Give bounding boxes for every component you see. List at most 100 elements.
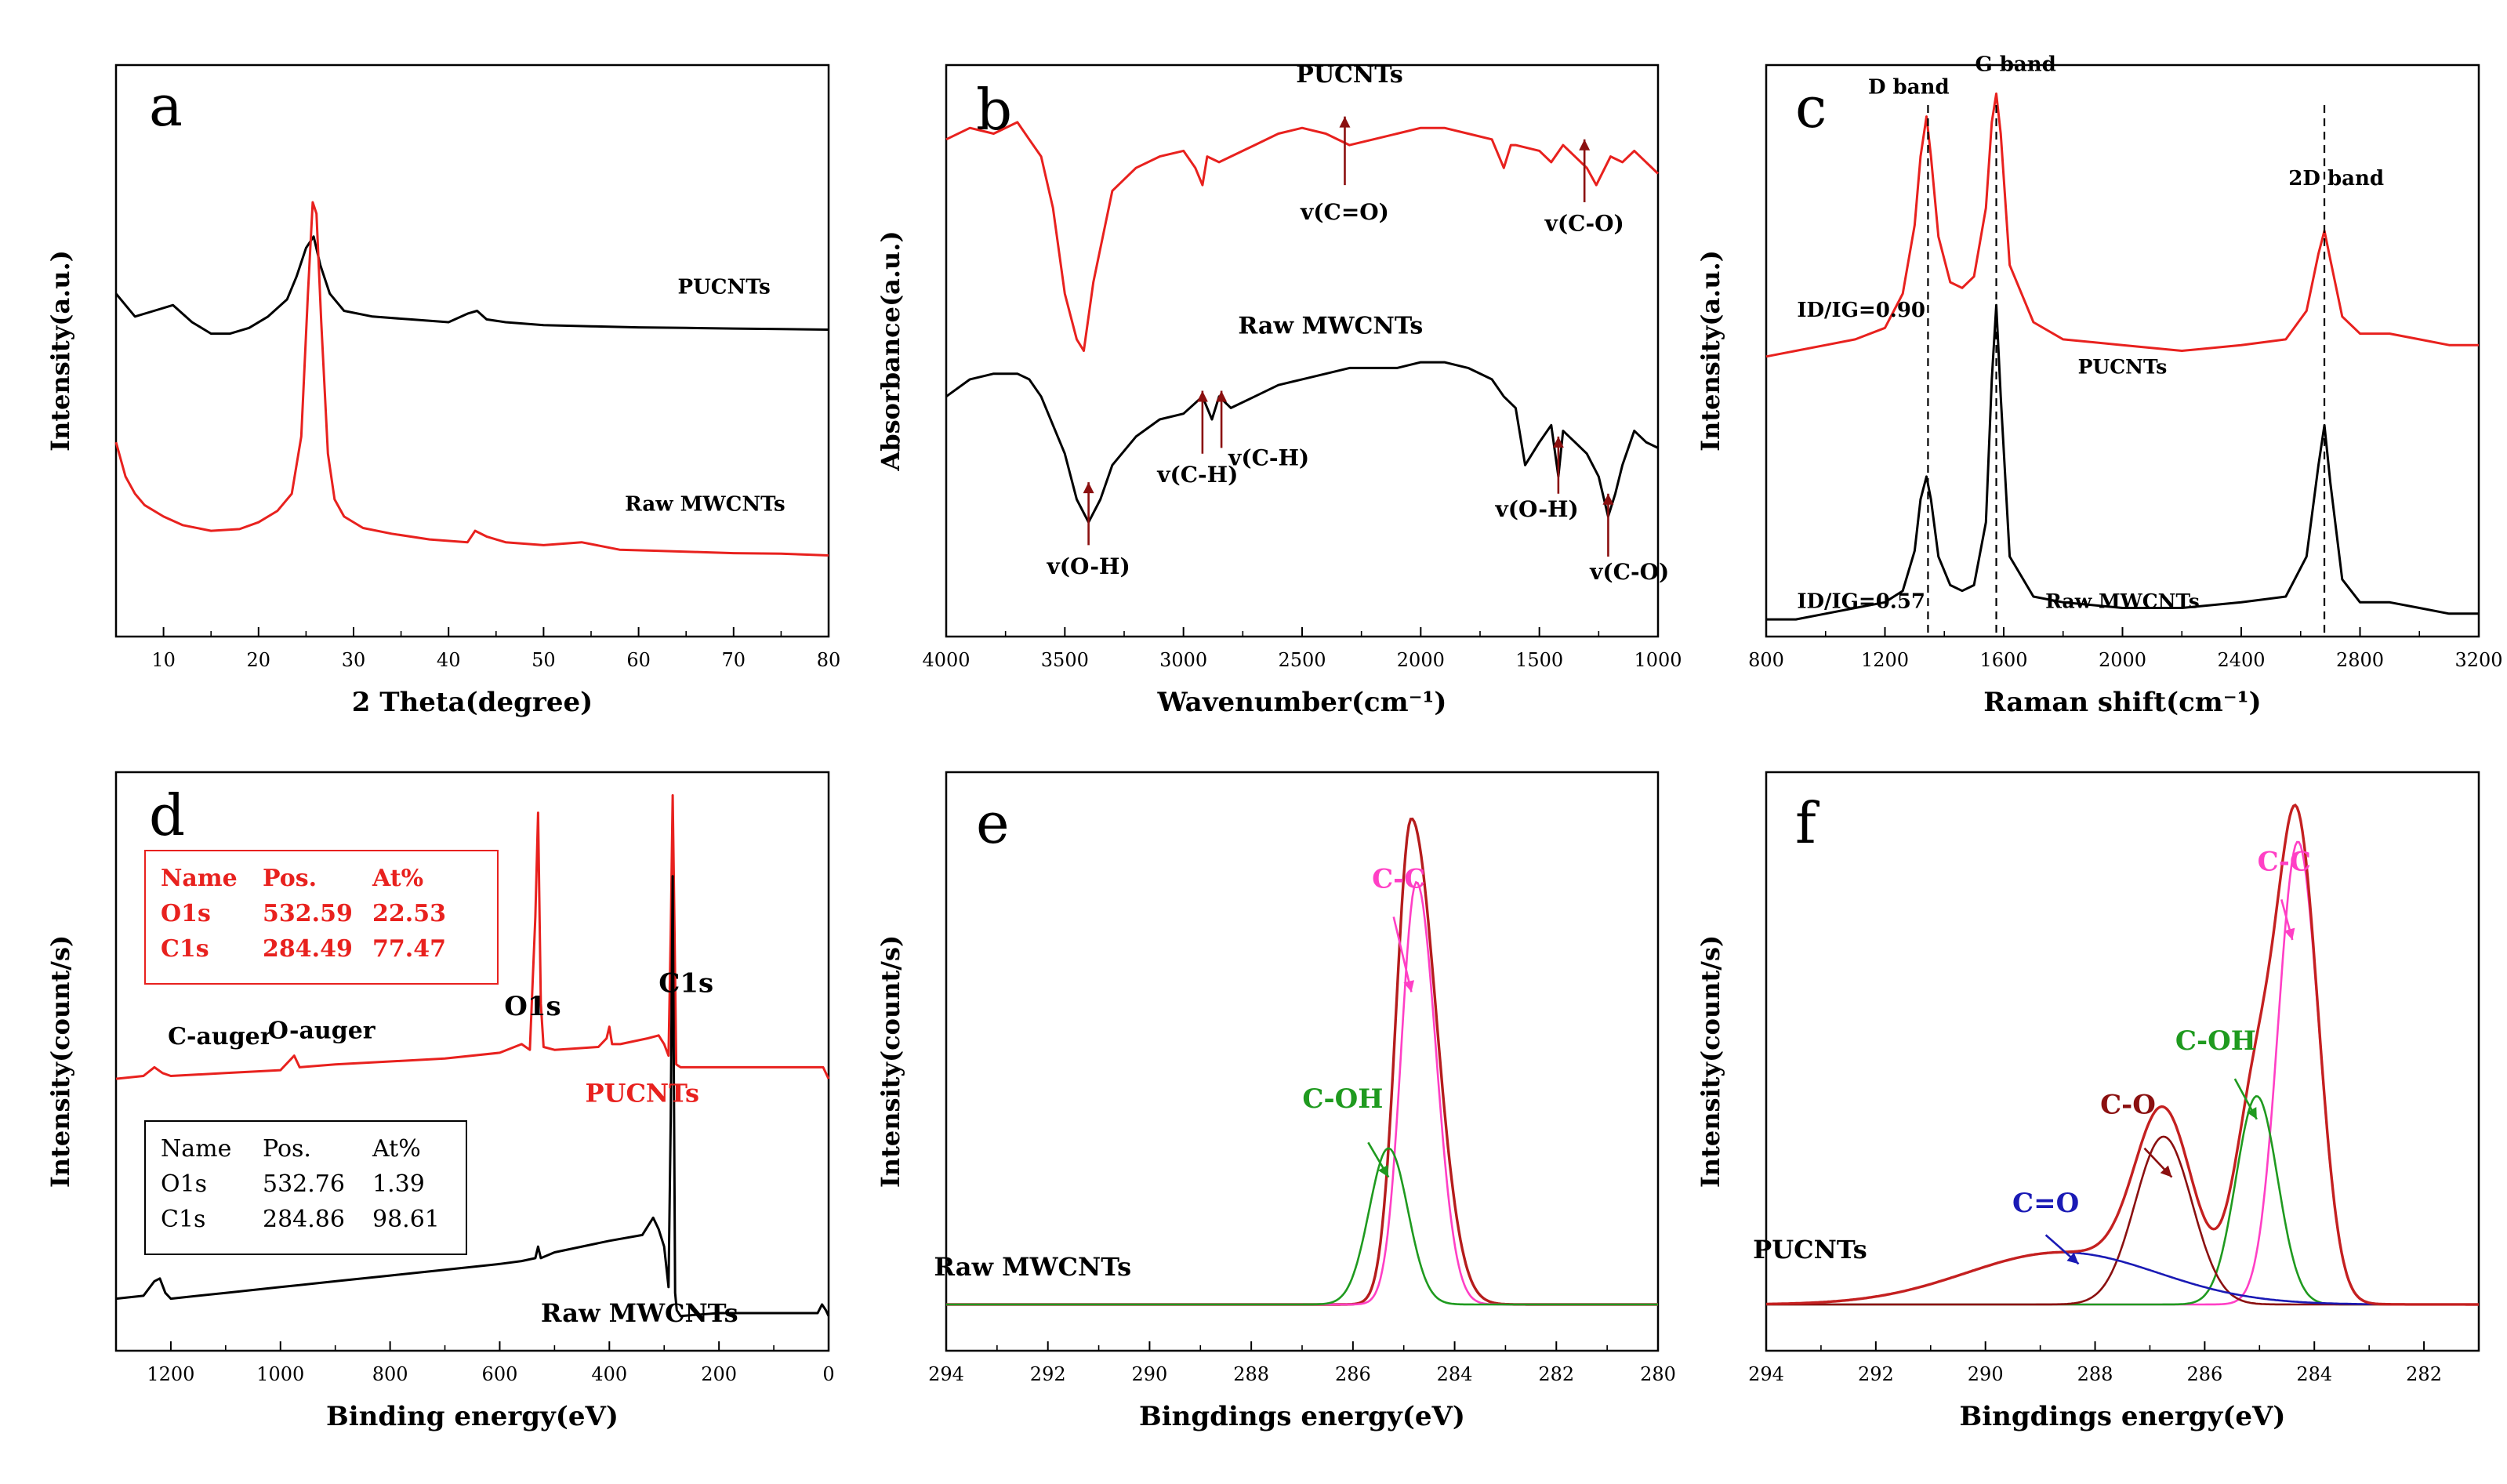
xps-table-cell: Pos. <box>263 1135 311 1163</box>
x-axis-label: Wavenumber(cm⁻¹) <box>1156 687 1446 718</box>
plot-frame <box>114 771 830 1352</box>
panel-d: d 1200 1000 800 600 400 200 0 Binding energy(eV)… <box>45 771 835 1432</box>
annotation-arrowhead <box>2160 1165 2172 1177</box>
x-axis-label: 2 Theta(degree) <box>352 687 593 718</box>
x-tick-label: 70 <box>722 649 746 671</box>
y-axis-label: Intensity(count/s) <box>45 935 75 1188</box>
annotation-text: PUCNTs <box>678 276 771 299</box>
xps-table-cell: Name <box>161 1135 231 1163</box>
annotation-text: ID/IG=0.90 <box>1797 299 1925 322</box>
xps-table-box <box>144 850 499 985</box>
x-tick-label: 0 <box>822 1363 834 1385</box>
x-tick-label: 800 <box>1748 649 1784 671</box>
annotation-arrowhead <box>1378 1164 1389 1177</box>
xps-table-cell: Name <box>161 865 238 892</box>
annotation-text: C-OH <box>2175 1025 2256 1057</box>
panel-c: c 800 1200 1600 2000 2400 2800 3200 Raman shift(… <box>1696 53 2503 718</box>
x-tick-label: 288 <box>2077 1363 2113 1385</box>
x-tick-label: 280 <box>1640 1363 1676 1385</box>
annotation-text: C-C <box>1372 864 1425 895</box>
xps-table-cell: At% <box>372 1135 421 1163</box>
x-tick-label: 2000 <box>2099 649 2146 671</box>
x-tick-label: 292 <box>1858 1363 1894 1385</box>
annotation-text: C-auger <box>168 1023 274 1050</box>
x-tick-label: 1000 <box>1634 649 1682 671</box>
x-tick-label: 3500 <box>1041 649 1089 671</box>
annotation-text: v(C=O) <box>1300 199 1389 225</box>
annotation-text: 2D band <box>2288 167 2384 190</box>
annotation-text: v(C-H) <box>1228 444 1309 470</box>
annotation-arrowhead <box>1216 390 1228 402</box>
x-tick-label: 4000 <box>922 649 970 671</box>
peak-c-c <box>1766 840 2479 1306</box>
x-tick-label: 1600 <box>1979 649 2027 671</box>
x-tick-label: 30 <box>342 649 366 671</box>
x-tick-label: 40 <box>437 649 461 671</box>
x-tick-label: 282 <box>2406 1363 2442 1385</box>
annotation-text: Raw MWCNTs <box>1238 313 1423 340</box>
xps-table-box <box>144 1120 467 1255</box>
series-line-pucnts <box>114 235 829 336</box>
annotation-text: PUCNTs <box>2078 356 2168 379</box>
xps-table-cell: 77.47 <box>372 935 446 963</box>
x-tick-label: 400 <box>591 1363 627 1385</box>
series-line-raw-mwcnts <box>945 361 1659 524</box>
x-tick-label: 20 <box>247 649 271 671</box>
x-tick-label: 80 <box>817 649 841 671</box>
x-axis-label: Binding energy(eV) <box>326 1401 619 1432</box>
xps-table-cell: 98.61 <box>372 1206 440 1233</box>
annotation-text: PUCNTs <box>585 1079 699 1108</box>
series-line-pucnts <box>115 794 830 1080</box>
annotation-text: v(C-O) <box>1544 210 1624 236</box>
y-axis-label: Intensity(a.u.) <box>1696 250 1725 452</box>
series-line-raw-mwcnts <box>1766 303 2479 621</box>
annotation-text: C=O <box>2012 1188 2079 1219</box>
annotation-arrowhead <box>2284 927 2295 941</box>
annotation-text: PUCNTs <box>1753 1235 1867 1264</box>
panel-label: f <box>1795 790 1819 856</box>
x-tick-label: 10 <box>151 649 176 671</box>
annotation-arrowhead <box>1602 493 1614 505</box>
panel-label: a <box>149 73 183 139</box>
x-tick-label: 60 <box>626 649 651 671</box>
xps-table-cell: O1s <box>161 1170 207 1198</box>
plot-frame <box>1765 771 2480 1352</box>
plot-frame <box>114 63 830 638</box>
annotation-arrowhead <box>2246 1107 2257 1119</box>
panel-a: a 10 20 30 40 50 60 70 80 2 Theta(degree) Intensit… <box>45 63 841 718</box>
xps-table-cell: 284.86 <box>263 1206 345 1233</box>
panel-label: e <box>976 790 1010 856</box>
xps-table-cell: 532.76 <box>263 1170 345 1198</box>
x-tick-label: 2500 <box>1278 649 1326 671</box>
xps-table-cell: 22.53 <box>372 900 446 927</box>
xps-table-cell: O1s <box>161 900 211 927</box>
annotation-text: C-O <box>2100 1089 2156 1120</box>
x-tick-label: 3000 <box>1159 649 1207 671</box>
annotation-text: C-OH <box>1302 1083 1383 1115</box>
annotation-text: Raw MWCNTs <box>2045 590 2200 613</box>
x-tick-label: 286 <box>1335 1363 1371 1385</box>
x-tick-label: 284 <box>2296 1363 2332 1385</box>
y-axis-label: Intensity(count/s) <box>876 935 905 1188</box>
y-axis-label: Intensity(a.u.) <box>45 250 75 452</box>
annotation-arrowhead <box>1339 116 1351 128</box>
x-tick-label: 286 <box>2186 1363 2222 1385</box>
x-tick-label: 1200 <box>1861 649 1909 671</box>
annotation-text: O1s <box>504 991 561 1022</box>
annotation-text: ID/IG=0.57 <box>1797 590 1925 614</box>
plot-frame <box>1765 63 2480 638</box>
x-tick-label: 290 <box>1968 1363 2004 1385</box>
y-axis-label: Intensity(count/s) <box>1696 935 1725 1188</box>
annotation-arrowhead <box>1083 482 1094 494</box>
x-tick-label: 2400 <box>2217 649 2265 671</box>
series-line-raw-mwcnts <box>115 875 830 1318</box>
xps-table-cell: At% <box>372 865 423 892</box>
x-axis-label: Bingdings energy(eV) <box>1139 1401 1465 1432</box>
panel-label: d <box>149 782 185 848</box>
x-tick-label: 50 <box>532 649 556 671</box>
series-line-pucnts <box>945 121 1660 352</box>
peak-c-o <box>1766 1135 2479 1306</box>
xps-table-cell: 532.59 <box>263 900 353 927</box>
x-tick-label: 294 <box>1748 1363 1784 1385</box>
xps-table-cell: 284.49 <box>263 935 353 963</box>
